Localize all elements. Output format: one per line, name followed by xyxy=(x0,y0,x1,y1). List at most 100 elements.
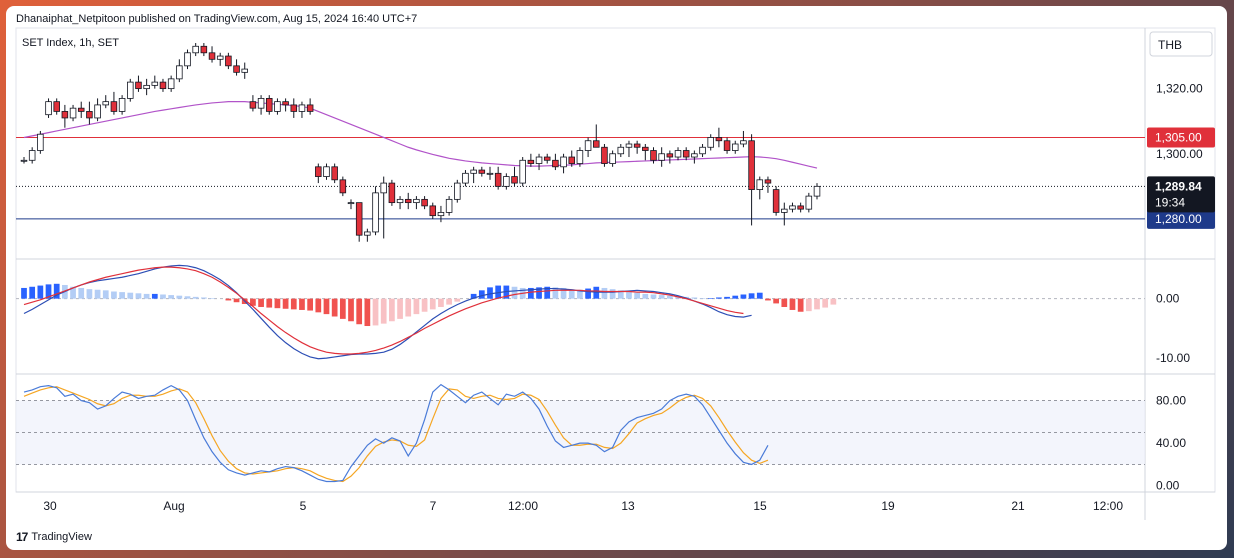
level-label-1: 1,280.00 xyxy=(1155,212,1202,226)
macd-bar xyxy=(339,298,346,319)
macd-bar xyxy=(658,295,665,299)
macd-bar xyxy=(740,294,747,299)
macd-bar xyxy=(250,298,256,306)
candle xyxy=(364,231,371,236)
candle xyxy=(535,156,543,164)
candle xyxy=(789,205,796,210)
moving-average-line xyxy=(23,101,818,169)
macd-bar xyxy=(348,298,354,322)
macd-bar xyxy=(560,287,567,299)
macd-bar xyxy=(707,298,714,299)
candle xyxy=(257,98,265,109)
macd-bar xyxy=(405,298,412,317)
time-tick: 30 xyxy=(43,499,57,513)
macd-bar xyxy=(699,298,706,299)
macd-bar xyxy=(773,298,779,304)
candle xyxy=(650,150,657,161)
candle xyxy=(715,137,723,142)
candle xyxy=(691,153,698,158)
candle xyxy=(306,104,314,112)
publisher-caption: Dhanaiphat_Netpitoon published on Tradin… xyxy=(16,13,418,25)
candle xyxy=(682,150,690,158)
candle xyxy=(552,159,559,168)
candle xyxy=(315,166,322,177)
candle xyxy=(45,101,52,116)
candle xyxy=(699,146,706,155)
candle xyxy=(454,182,461,200)
macd-bar xyxy=(274,298,281,309)
macd-bar xyxy=(380,298,387,324)
macd-bar xyxy=(748,293,755,299)
stoch-tick: 0.00 xyxy=(1156,479,1180,493)
macd-bar xyxy=(111,291,117,299)
currency-box[interactable] xyxy=(1149,31,1213,57)
candle xyxy=(282,101,289,106)
candle xyxy=(731,143,739,151)
macd-bar xyxy=(609,289,616,299)
macd-bar xyxy=(233,298,240,303)
candle xyxy=(380,182,387,194)
macd-bar xyxy=(37,285,44,299)
tradingview-logo-icon: 17 xyxy=(16,530,28,544)
macd-bar xyxy=(585,288,591,299)
candle xyxy=(225,55,232,67)
candle xyxy=(290,104,298,112)
macd-bar xyxy=(568,289,575,299)
candle xyxy=(584,140,592,151)
macd-bar xyxy=(421,298,428,312)
macd-bar xyxy=(86,289,93,299)
candle xyxy=(110,101,118,112)
macd-bar xyxy=(781,298,788,307)
macd-bar xyxy=(307,298,313,311)
macd-bar xyxy=(29,286,36,299)
candle xyxy=(519,159,526,184)
level-tag-1 xyxy=(1147,208,1215,229)
candle xyxy=(568,156,576,164)
candle xyxy=(216,55,224,60)
candle xyxy=(274,101,281,112)
macd-bar xyxy=(372,298,379,326)
candle xyxy=(781,208,788,213)
macd-bar xyxy=(797,298,804,312)
candle xyxy=(470,169,477,174)
macd-bar xyxy=(151,293,158,299)
macd-bar xyxy=(691,297,698,299)
candle xyxy=(53,101,60,112)
macd-bar xyxy=(642,293,649,299)
candle xyxy=(748,140,755,191)
candle xyxy=(135,81,142,90)
macd-bar xyxy=(413,298,420,315)
candle xyxy=(94,104,101,119)
macd-bar xyxy=(601,287,608,299)
candle xyxy=(86,111,93,119)
macd-bar xyxy=(331,298,338,317)
macd-bar xyxy=(732,295,739,299)
candle xyxy=(28,150,36,161)
tradingview-brand[interactable]: 17 TradingView xyxy=(16,530,92,544)
macd-bar xyxy=(429,298,436,310)
macd-bar xyxy=(724,296,730,299)
candle xyxy=(241,68,248,73)
candle xyxy=(61,111,69,119)
macd-bar xyxy=(176,295,183,299)
candle xyxy=(69,107,77,119)
last-price-tag xyxy=(1147,176,1215,213)
macd-bar xyxy=(258,298,264,307)
macd-bar xyxy=(716,297,722,299)
macd-bar xyxy=(192,296,199,299)
candle xyxy=(666,153,674,158)
macd-bar xyxy=(135,293,142,299)
macd-bar xyxy=(168,295,175,299)
macd-bar xyxy=(756,292,763,299)
candle xyxy=(331,166,338,181)
macd-bar xyxy=(789,298,796,310)
macd-bar xyxy=(478,290,485,299)
macd-bar xyxy=(315,298,322,313)
candle xyxy=(176,65,183,80)
candle xyxy=(404,198,412,204)
macd-bar xyxy=(634,292,641,299)
candle xyxy=(167,78,175,90)
candle xyxy=(192,45,199,54)
time-tick: 12:00 xyxy=(508,499,538,513)
